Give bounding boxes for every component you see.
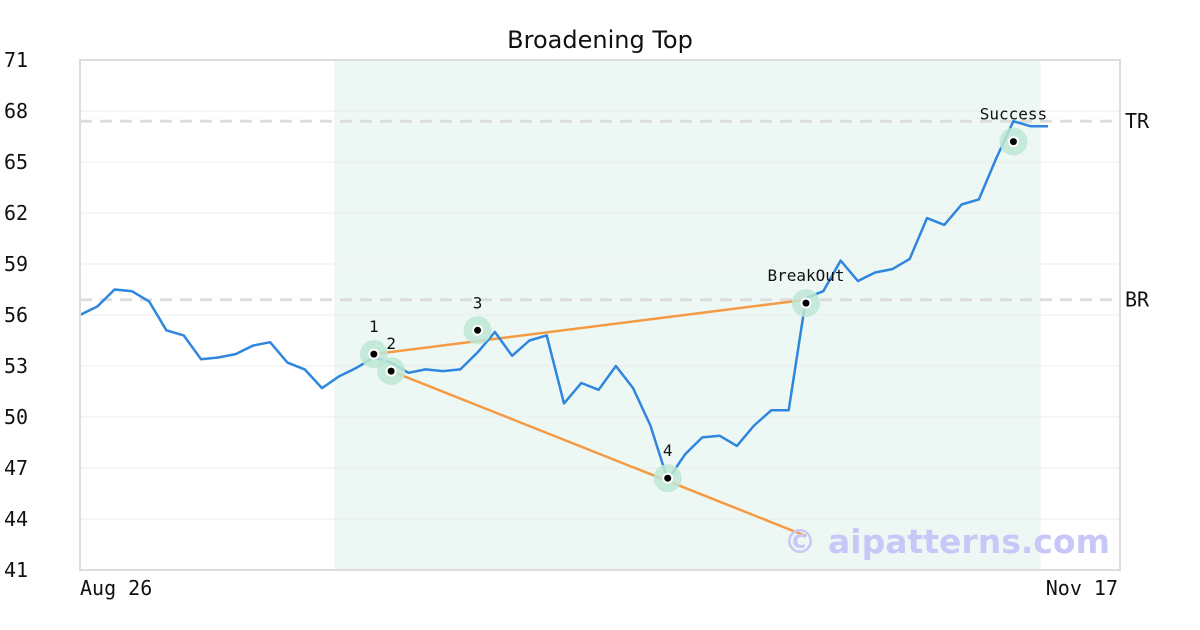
point-label-success: Success <box>980 105 1047 124</box>
point-label-breakout: BreakOut <box>767 266 844 285</box>
markers: 12 3 4 BreakOut Success <box>359 105 1047 493</box>
point-label-3: 3 <box>473 293 483 312</box>
y-tick-label: 62 <box>4 201 28 225</box>
watermark: © aipatterns.com <box>784 522 1110 561</box>
marker-dot-3 <box>474 326 482 334</box>
marker-dot-1 <box>370 350 378 358</box>
y-tick-label: 65 <box>4 150 28 174</box>
trend-lines <box>373 298 807 538</box>
y-tick-label: 59 <box>4 252 28 276</box>
y-tick-label: 47 <box>4 456 28 480</box>
y-axis-ticks: 71 68 65 62 59 56 53 50 47 44 41 <box>4 48 28 582</box>
y-tick-label: 44 <box>4 507 28 531</box>
chart-title: Broadening Top <box>507 26 693 54</box>
y-tick-label: 41 <box>4 558 28 582</box>
y-tick-label: 53 <box>4 354 28 378</box>
y-tick-label: 71 <box>4 48 28 72</box>
trend-line <box>390 369 807 538</box>
marker-dot-breakout <box>802 299 810 307</box>
series-layer <box>79 119 1048 482</box>
marker-dot-4 <box>664 474 672 482</box>
y-tick-label: 56 <box>4 303 28 327</box>
y-tick-label: 50 <box>4 405 28 429</box>
marker-dot-2 <box>387 367 395 375</box>
y-tick-label: 68 <box>4 99 28 123</box>
trend-line <box>373 298 807 356</box>
reference-label-tr: TR <box>1125 109 1150 133</box>
x-tick-end: Nov 17 <box>1046 576 1118 600</box>
x-tick-start: Aug 26 <box>80 576 152 600</box>
price-line <box>79 119 1048 482</box>
reference-label-br: BR <box>1125 288 1150 312</box>
point-label-4: 4 <box>663 441 673 460</box>
point-label-2: 2 <box>386 334 396 353</box>
marker-dot-success <box>1009 138 1017 146</box>
reference-lines: TR BR <box>80 109 1150 312</box>
point-label-1: 1 <box>369 317 379 336</box>
plot-frame <box>79 59 1121 571</box>
